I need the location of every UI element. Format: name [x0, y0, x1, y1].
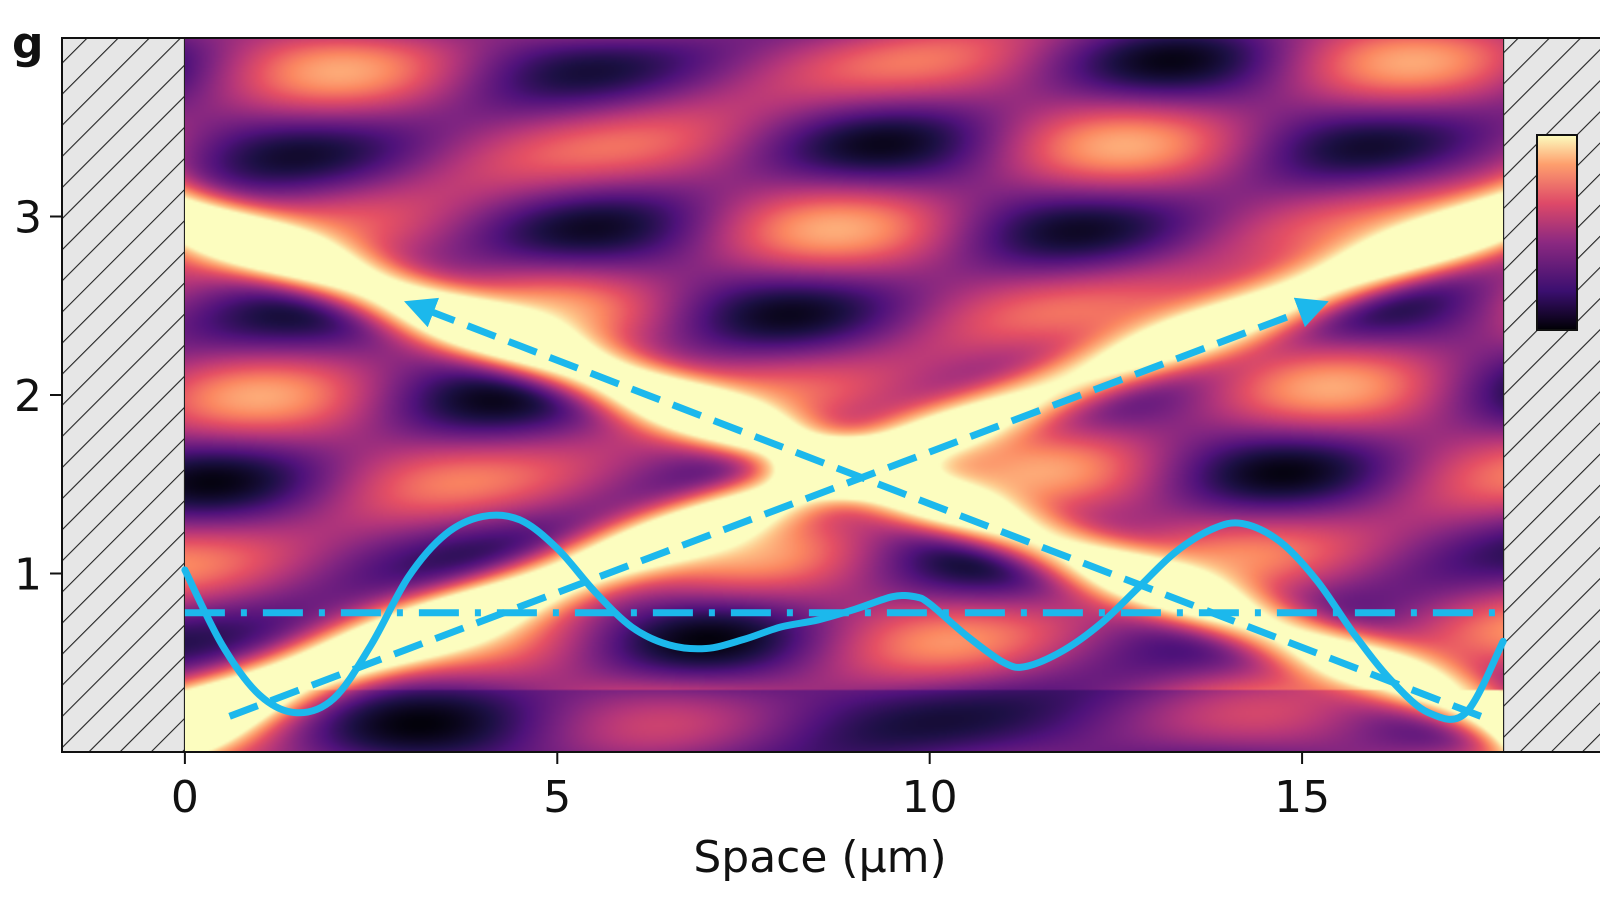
series-solid-0 [181, 511, 1507, 723]
y-tick-label: 2 [14, 371, 42, 422]
series-dashed-arrow-2 [228, 297, 1329, 720]
x-tick-label: 10 [902, 772, 958, 823]
colorbar [1536, 134, 1578, 331]
y-tick-label: 1 [14, 550, 42, 601]
series-dashed-arrow-3 [404, 297, 1483, 720]
series-layer [181, 297, 1507, 723]
y-tick-label: 3 [14, 193, 42, 244]
ticks-layer: 0 5 10 15 1 2 3 [14, 193, 1330, 824]
panel-label: g [12, 18, 44, 69]
x-tick-label: 15 [1274, 772, 1330, 823]
x-axis-title: Space (µm) [693, 832, 946, 883]
heatmap [184, 38, 1503, 752]
hatched-region-left [61, 37, 186, 753]
x-tick-label: 0 [171, 772, 199, 823]
x-tick-label: 5 [543, 772, 571, 823]
